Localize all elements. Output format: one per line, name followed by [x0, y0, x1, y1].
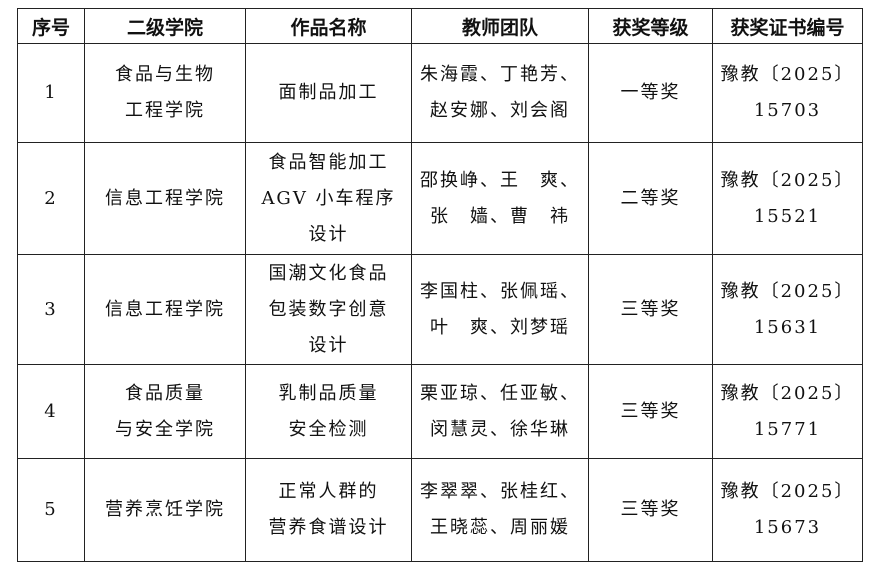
work-cell-line: 营养食谱设计 [268, 517, 389, 538]
work-cell: 正常人群的营养食谱设计 [245, 458, 412, 562]
cert-cell: 豫教〔2025〕 15521 [712, 142, 863, 255]
college-cell-line: 与安全学院 [115, 418, 215, 440]
cert-cell-line: 豫教〔2025〕 [720, 481, 855, 502]
table-row: 4 食品质量 与安全学院 乳制品质量 安全检测 栗亚琼、任亚敏、 闵慧灵、徐华琳 三等奖 豫教〔… [17, 364, 863, 459]
index-cell: 4 [17, 364, 85, 459]
team-cell-line: 李翠翠、张桂红、 [420, 481, 580, 502]
cert-cell-line: 15703 [753, 100, 822, 121]
college-cell-line: 营养烹饪学院 [105, 499, 225, 520]
team-cell-line: 邵换峥、王 爽、 [420, 169, 580, 191]
work-cell-line: 国潮文化食品 [268, 262, 389, 284]
index-cell: 1 [17, 43, 85, 143]
team-cell-line: 闵慧灵、徐华琳 [430, 418, 570, 440]
award-cell: 二等奖 [588, 142, 713, 255]
college-cell: 食品与生物 工程学院 [84, 43, 246, 143]
cert-cell-line: 15631 [753, 316, 822, 338]
college-cell: 信息工程学院 [84, 142, 246, 255]
work-cell-line: 面制品加工 [278, 82, 379, 103]
award-cell: 一等奖 [588, 43, 713, 143]
team-cell-line: 张 嫱、曹 祎 [430, 205, 570, 227]
college-cell-line: 信息工程学院 [105, 298, 225, 320]
team-cell-line: 王晓蕊、周丽媛 [430, 517, 570, 538]
cert-cell: 豫教〔2025〕 15771 [712, 364, 863, 459]
header-team: 教师团队 [411, 8, 589, 44]
index-cell: 3 [17, 254, 85, 365]
work-cell: 国潮文化食品 包装数字创意 设计 [245, 254, 412, 365]
cert-cell-line: 豫教〔2025〕 [720, 382, 855, 404]
cert-cell-line: 豫教〔2025〕 [720, 64, 855, 85]
team-cell: 邵换峥、王 爽、张 嫱、曹 祎 [411, 142, 589, 255]
table-row: 2 信息工程学院 食品智能加工 AGV 小车程序 设计 邵换峥、王 爽、张 嫱、曹 祎二等… [17, 142, 863, 255]
work-cell: 食品智能加工 AGV 小车程序 设计 [245, 142, 412, 255]
table-row: 5 营养烹饪学院 正常人群的 营养食谱设计 李翠翠、张桂红、 王晓蕊、周丽媛 三等奖 豫教〔2… [17, 458, 863, 562]
work-cell: 乳制品质量 安全检测 [245, 364, 412, 459]
work-cell-line: 包装数字创意 [268, 298, 389, 320]
cert-cell-line: 15673 [753, 517, 822, 538]
team-cell: 李国柱、张佩瑶、叶 爽、刘梦瑶 [411, 254, 589, 365]
header-index: 序号 [17, 8, 85, 44]
award-cell: 三等奖 [588, 458, 713, 562]
award-table: 序号 二级学院 作品名称 教师团队 获奖等级 获奖证书编号 1 食品与生物 工程学院… [17, 8, 863, 562]
work-cell-line: 安全检测 [288, 418, 369, 440]
header-work: 作品名称 [245, 8, 412, 44]
college-cell-line: 食品质量 [125, 382, 205, 404]
team-cell-line: 叶 爽、刘梦瑶 [430, 316, 570, 338]
college-cell: 食品质量 与安全学院 [84, 364, 246, 459]
header-college: 二级学院 [84, 8, 246, 44]
cert-cell: 豫教〔2025〕 15673 [712, 458, 863, 562]
team-cell-line: 栗亚琼、任亚敏、 [420, 382, 580, 404]
team-cell: 李翠翠、张桂红、 王晓蕊、周丽媛 [411, 458, 589, 562]
cert-cell-line: 豫教〔2025〕 [720, 280, 855, 302]
header-award: 获奖等级 [588, 8, 713, 44]
cert-cell-line: 15771 [753, 418, 822, 440]
team-cell: 栗亚琼、任亚敏、 闵慧灵、徐华琳 [411, 364, 589, 459]
award-cell: 三等奖 [588, 364, 713, 459]
cert-cell-line: 豫教〔2025〕 [720, 169, 855, 191]
college-cell: 营养烹饪学院 [84, 458, 246, 562]
college-cell-line: 工程学院 [125, 100, 205, 121]
work-cell-line: 设计 [308, 334, 349, 356]
team-cell-line: 李国柱、张佩瑶、 [420, 280, 580, 302]
header-row: 序号 二级学院 作品名称 教师团队 获奖等级 获奖证书编号 [17, 8, 863, 44]
index-cell: 5 [17, 458, 85, 562]
work-cell-line: 食品智能加工 [268, 151, 389, 173]
work-cell-line: 正常人群的 [278, 481, 379, 502]
table-row: 3 信息工程学院 国潮文化食品 包装数字创意 设计 李国柱、张佩瑶、叶 爽、刘梦瑶 三等奖豫… [17, 254, 863, 365]
work-cell: 面制品加工 [245, 43, 412, 143]
header-cert: 获奖证书编号 [712, 8, 863, 44]
award-cell: 三等奖 [588, 254, 713, 365]
cert-cell: 豫教〔2025〕 15631 [712, 254, 863, 365]
college-cell-line: 信息工程学院 [105, 187, 225, 209]
work-cell-line: 设计 [308, 223, 349, 245]
index-cell: 2 [17, 142, 85, 255]
team-cell-line: 朱海霞、丁艳芳、 [420, 64, 580, 85]
cert-cell: 豫教〔2025〕 15703 [712, 43, 863, 143]
college-cell: 信息工程学院 [84, 254, 246, 365]
college-cell-line: 食品与生物 [115, 64, 215, 85]
team-cell-line: 赵安娜、刘会阁 [430, 100, 570, 121]
work-cell-line: AGV 小车程序 [261, 187, 396, 209]
team-cell: 朱海霞、丁艳芳、 赵安娜、刘会阁 [411, 43, 589, 143]
work-cell-line: 乳制品质量 [278, 382, 379, 404]
table-row: 1 食品与生物 工程学院 面制品加工 朱海霞、丁艳芳、 赵安娜、刘会阁 一等奖 豫教〔2025… [17, 43, 863, 143]
cert-cell-line: 15521 [753, 205, 822, 227]
